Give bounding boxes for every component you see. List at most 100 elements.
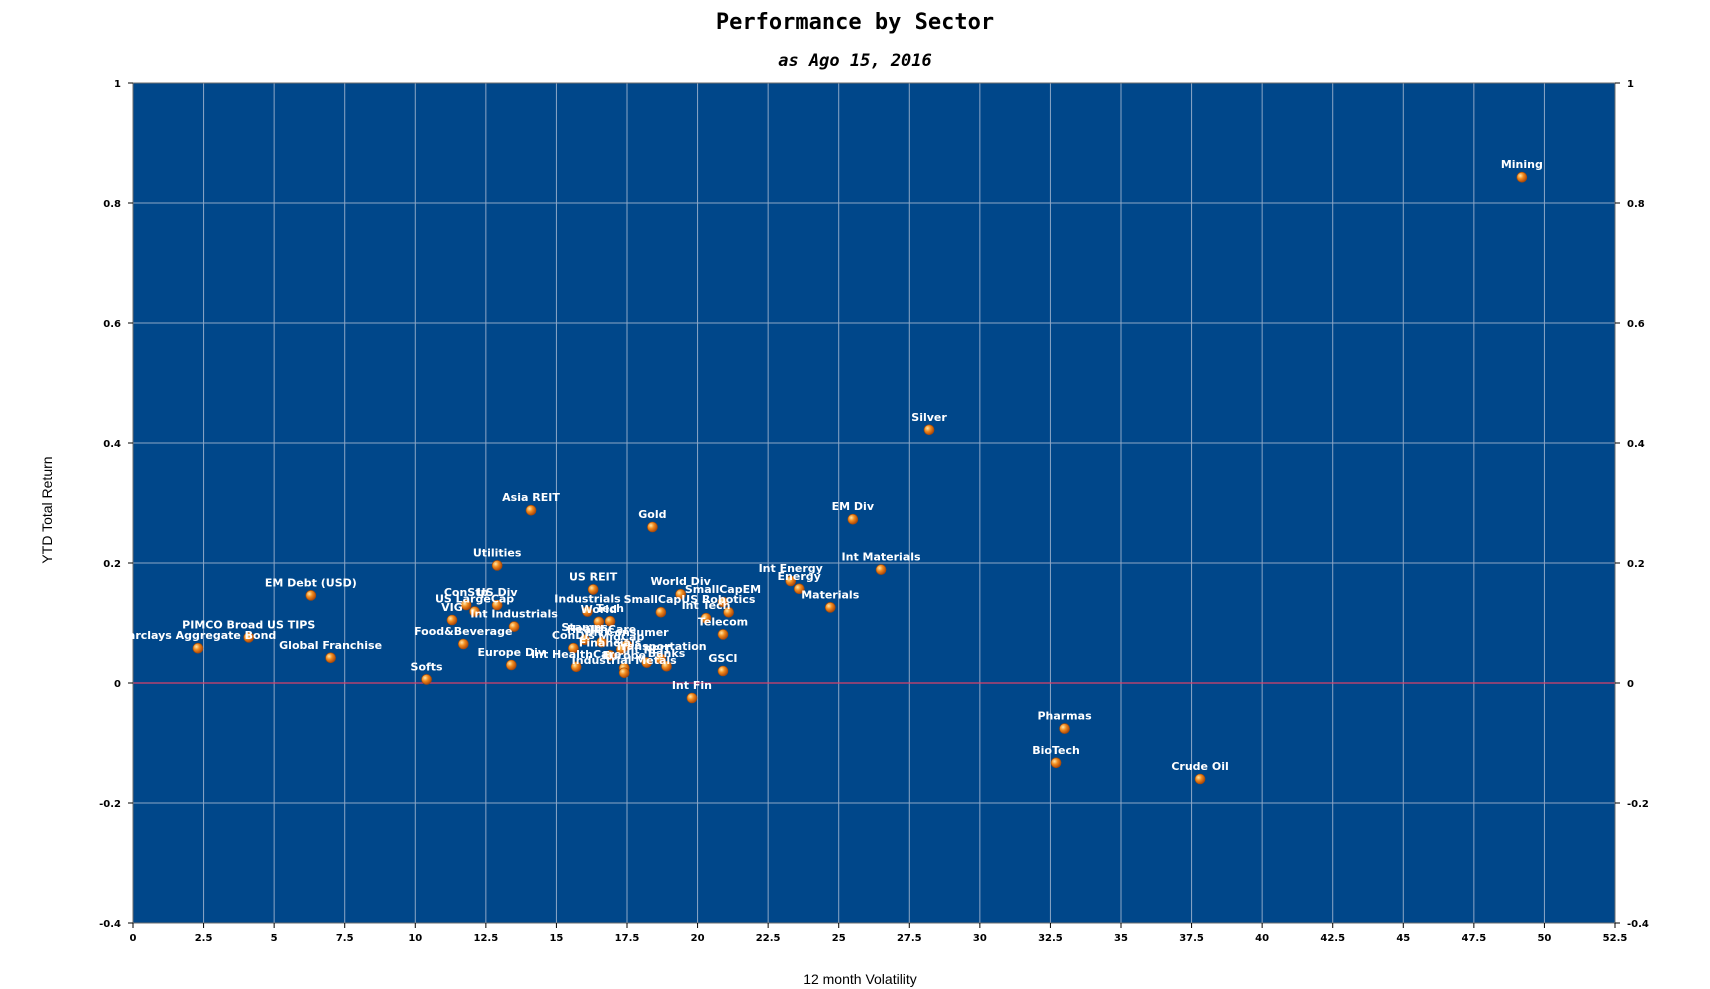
- data-label: PIMCO Broad US TIPS: [182, 618, 315, 631]
- data-label: Energy: [778, 570, 821, 583]
- data-point: [655, 653, 667, 665]
- data-label: Gold: [638, 508, 666, 521]
- data-label: Industrial Metals: [572, 654, 678, 667]
- data-label: Global Franchise: [279, 639, 382, 652]
- x-tick-label: 12.5: [474, 933, 499, 944]
- data-point: [1516, 171, 1528, 183]
- data-point: [421, 674, 432, 685]
- data-point: [675, 588, 686, 600]
- data-label: Int Materials: [842, 551, 921, 564]
- y-tick-label-right: 0.4: [1627, 439, 1645, 450]
- data-label: Materials: [801, 588, 859, 601]
- y-tick-label-left: -0.4: [99, 919, 121, 930]
- data-label: Financials: [579, 636, 642, 649]
- data-point: [616, 644, 627, 655]
- data-point: [647, 521, 658, 533]
- data-point: [305, 590, 317, 601]
- data-point: [717, 596, 729, 608]
- data-label: Stamps: [561, 621, 608, 634]
- data-label: Robotics: [702, 593, 756, 606]
- data-point: [1194, 773, 1206, 785]
- x-tick-label: 47.5: [1462, 933, 1487, 944]
- chart-subtitle: as Ago 15, 2016: [778, 51, 932, 71]
- data-label: SmallCapEM: [685, 583, 761, 596]
- data-label: EM Debt (USD): [265, 576, 357, 589]
- y-tick-label-right: 1: [1627, 79, 1634, 90]
- y-tick-label-right: -0.4: [1627, 919, 1649, 930]
- data-label: Pharmas: [1037, 710, 1092, 723]
- x-tick-label: 5: [271, 933, 278, 944]
- data-label: ConDis: [552, 629, 595, 642]
- data-label: SmallCapUS: [624, 593, 699, 606]
- data-label: Int Consumer: [585, 626, 669, 639]
- y-tick-label-right: -0.2: [1627, 799, 1649, 810]
- y-tick-label-left: 0.8: [103, 199, 121, 210]
- data-label: Int Tech: [682, 599, 731, 612]
- data-label: Int Fin: [672, 679, 712, 692]
- data-point: [570, 661, 582, 673]
- data-label: Asia REIT: [502, 491, 560, 504]
- data-point: [655, 606, 667, 618]
- data-point: [505, 659, 517, 671]
- data-label: US Div: [477, 586, 519, 599]
- data-point: [824, 602, 836, 613]
- y-axis-title: YTD Total Return: [39, 456, 55, 563]
- data-label: World Div: [650, 575, 711, 588]
- x-tick-label: 50: [1537, 933, 1551, 944]
- x-tick-label: 32.5: [1038, 933, 1063, 944]
- data-point: [875, 564, 887, 575]
- data-label: Crude Oil: [1171, 760, 1228, 773]
- y-tick-label-right: 0.2: [1627, 559, 1645, 570]
- x-tick-label: 52.5: [1603, 933, 1628, 944]
- x-tick-label: 30: [973, 933, 987, 944]
- x-tick-label: 0: [130, 933, 137, 944]
- data-point: [457, 638, 469, 650]
- data-label: GSCI: [708, 652, 737, 665]
- data-point: [587, 584, 599, 595]
- data-label: BioTech: [1032, 744, 1080, 757]
- data-point: [469, 606, 480, 617]
- data-point: [618, 667, 630, 679]
- y-tick-label-left: 1: [114, 79, 121, 90]
- data-point: [686, 692, 698, 704]
- data-point: [579, 634, 590, 646]
- data-point: [847, 513, 859, 525]
- data-label: Transportation: [615, 640, 706, 653]
- x-tick-label: 2.5: [195, 933, 213, 944]
- data-point: [604, 650, 616, 661]
- y-tick-label-left: -0.2: [99, 799, 121, 810]
- data-point: [446, 614, 458, 626]
- data-point: [596, 636, 607, 648]
- x-tick-label: 40: [1255, 933, 1269, 944]
- y-tick-label-left: 0.4: [103, 439, 121, 450]
- data-label: Europe Div: [477, 646, 545, 659]
- data-point: [243, 632, 255, 643]
- data-point: [582, 606, 593, 617]
- x-axis-title: 12 month Volatility: [803, 971, 917, 987]
- data-point: [793, 583, 805, 595]
- data-point: [604, 615, 616, 627]
- data-point: [785, 575, 797, 587]
- x-tick-label: 20: [691, 933, 705, 944]
- data-label: Int REIT: [622, 644, 671, 657]
- plot-border: [132, 82, 1616, 924]
- data-point: [661, 660, 672, 672]
- data-label: Int Energy: [759, 562, 823, 575]
- data-point: [700, 612, 712, 624]
- x-tick-label: 27.5: [897, 933, 922, 944]
- x-tick-label: 45: [1396, 933, 1410, 944]
- data-point: [717, 665, 729, 677]
- data-label: Banks: [648, 647, 686, 660]
- data-point: [641, 657, 653, 668]
- data-point: [491, 599, 503, 611]
- data-point: [723, 606, 734, 618]
- x-tick-label: 35: [1114, 933, 1128, 944]
- y-tick-label-left: 0.2: [103, 559, 121, 570]
- x-tick-label: 15: [549, 933, 563, 944]
- data-label: Telecom: [698, 615, 748, 628]
- data-label: EM Div: [832, 500, 875, 513]
- data-label: US LargeCap: [435, 593, 514, 606]
- x-tick-label: 37.5: [1179, 933, 1204, 944]
- data-point: [508, 621, 520, 632]
- data-label: Mining: [1501, 158, 1543, 171]
